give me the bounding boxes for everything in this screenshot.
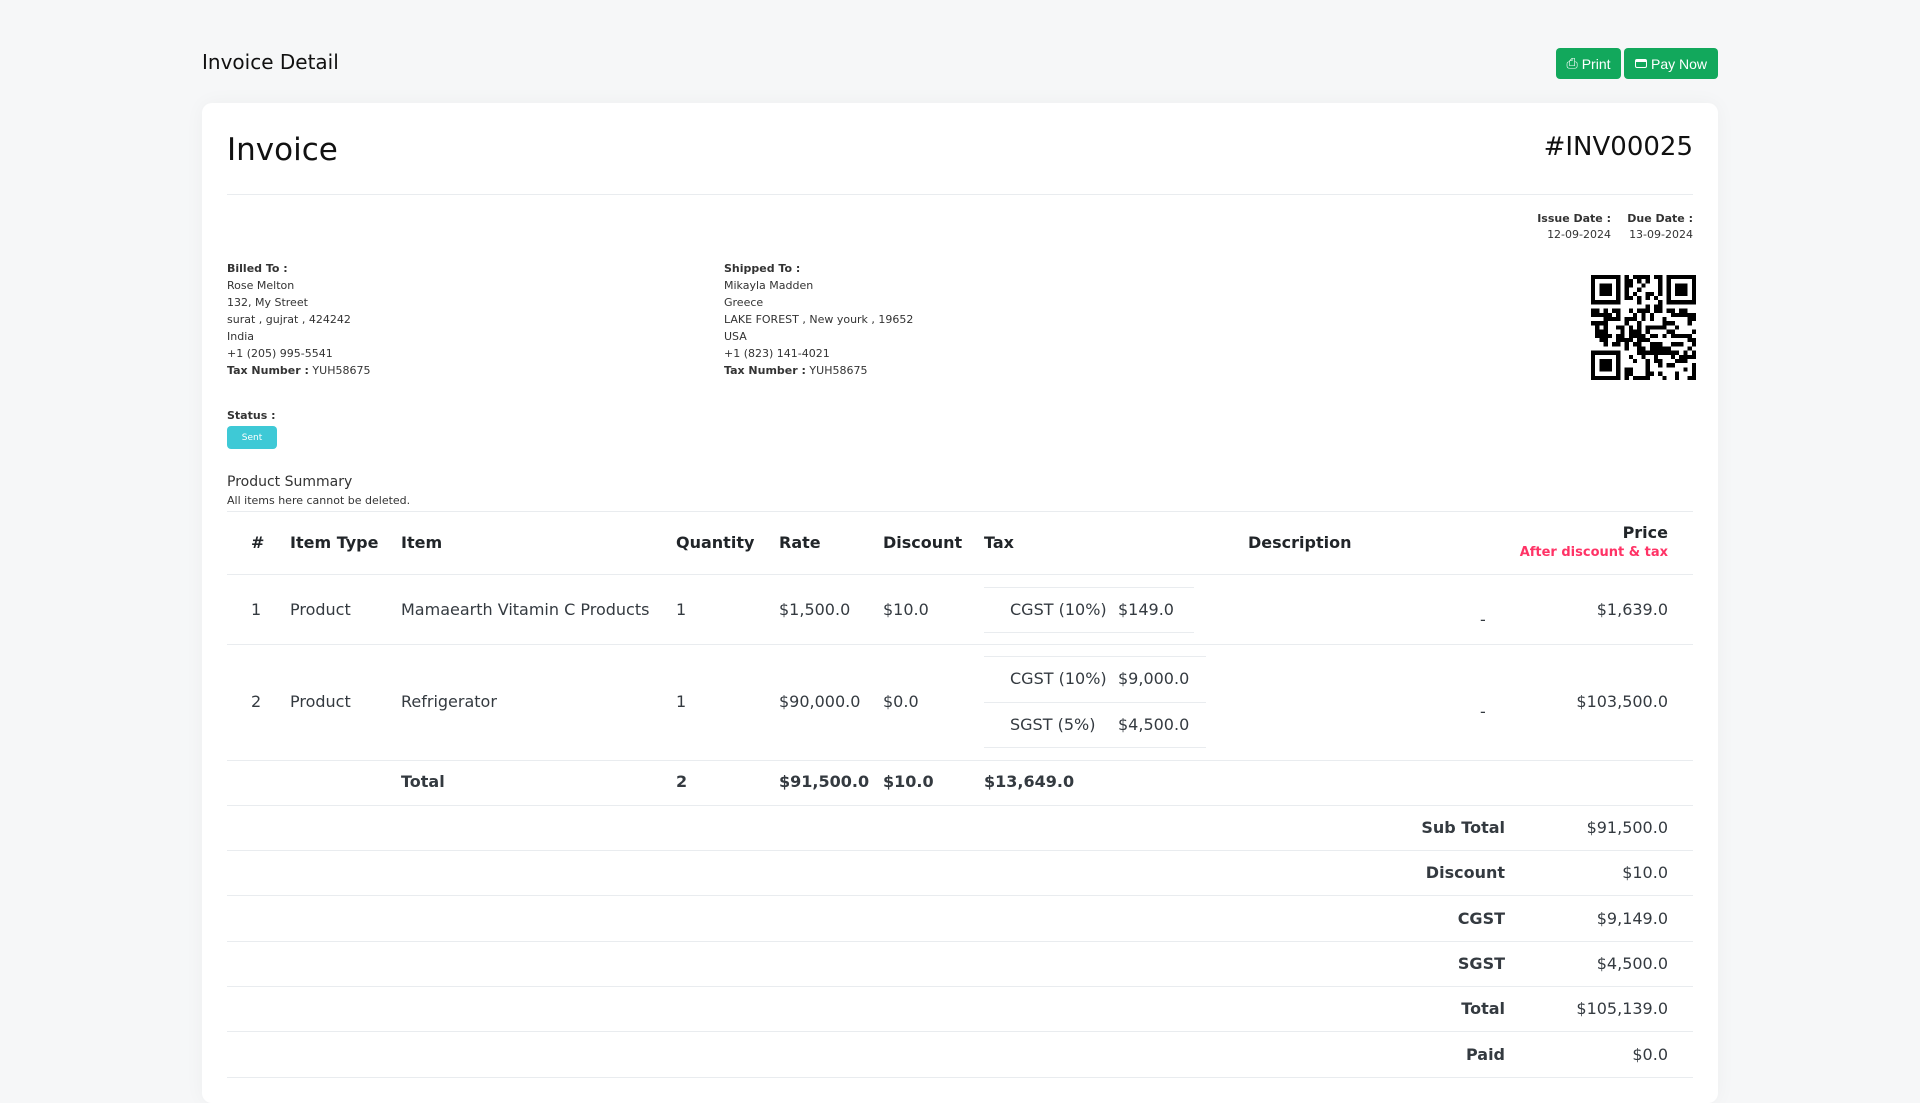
col-price: Price xyxy=(1622,523,1668,542)
credit-card-icon xyxy=(1634,59,1647,68)
shipped-city: LAKE FOREST , New yourk , 19652 xyxy=(724,313,914,326)
total-tax: $13,649.0 xyxy=(984,772,1075,791)
row-description: - xyxy=(1480,702,1486,721)
tax-amount: $149.0 xyxy=(1118,600,1174,619)
billed-tax-label: Tax Number : xyxy=(227,364,309,377)
pay-now-button[interactable]: Pay Now xyxy=(1624,48,1718,79)
summary-label: Discount xyxy=(1425,863,1505,883)
due-date: 13-09-2024 xyxy=(1629,228,1693,241)
tax-name: CGST (10%) xyxy=(1010,669,1107,688)
shipped-country: USA xyxy=(724,330,747,343)
summary-label: CGST xyxy=(1457,908,1505,928)
pay-now-label: Pay Now xyxy=(1650,55,1708,72)
total-rate: $91,500.0 xyxy=(779,772,870,791)
billed-tax: YUH58675 xyxy=(312,364,371,377)
billed-to: Billed To : Rose Melton 132, My Street s… xyxy=(227,260,370,379)
invoice-card xyxy=(202,103,1718,1103)
summary-value: $105,139.0 xyxy=(1576,999,1668,1019)
summary-label: Sub Total xyxy=(1421,818,1505,837)
billed-phone: +1 (205) 995-5541 xyxy=(227,347,333,360)
tax-name: CGST (10%) xyxy=(1010,600,1107,619)
shipped-to: Shipped To : Mikayla Madden Greece LAKE … xyxy=(724,260,913,379)
print-button[interactable]: ⎙ Print xyxy=(1556,48,1621,79)
shipped-to-label: Shipped To : xyxy=(724,262,801,275)
col-quantity: Quantity xyxy=(676,533,755,552)
billed-country: India xyxy=(227,330,254,343)
col-description: Description xyxy=(1248,533,1352,552)
col-num: # xyxy=(251,533,265,552)
row-discount: $10.0 xyxy=(883,600,929,619)
shipped-tax-label: Tax Number : xyxy=(724,364,806,377)
status-label: Status : xyxy=(227,409,276,422)
summary-value: $4,500.0 xyxy=(1596,953,1668,973)
invoice-heading: Invoice xyxy=(227,132,338,168)
summary-value: $10.0 xyxy=(1622,863,1668,883)
product-summary-subtitle: All items here cannot be deleted. xyxy=(227,494,411,507)
qr-code xyxy=(1591,275,1696,380)
row-item: Mamaearth Vitamin C Products xyxy=(401,600,650,619)
summary-value: $0.0 xyxy=(1632,1044,1668,1064)
col-item: Item xyxy=(401,533,443,552)
billed-city: surat , gujrat , 424242 xyxy=(227,313,351,326)
tax-amount: $9,000.0 xyxy=(1118,669,1190,688)
shipped-phone: +1 (823) 141-4021 xyxy=(724,347,830,360)
summary-value: $91,500.0 xyxy=(1586,818,1668,837)
tax-amount: $4,500.0 xyxy=(1118,715,1190,734)
product-summary-title: Product Summary xyxy=(227,474,353,490)
row-discount: $0.0 xyxy=(883,692,919,711)
row-type: Product xyxy=(290,692,351,711)
tax-name: SGST (5%) xyxy=(1010,715,1096,734)
status-badge: Sent xyxy=(227,426,277,449)
summary-label: Total xyxy=(1461,999,1505,1019)
billed-name: Rose Melton xyxy=(227,279,295,292)
row-type: Product xyxy=(290,600,351,619)
row-description: - xyxy=(1480,610,1486,629)
billed-street: 132, My Street xyxy=(227,296,308,309)
total-qty: 2 xyxy=(676,772,688,791)
price-note: After discount & tax xyxy=(1519,545,1668,560)
shipped-name: Mikayla Madden xyxy=(724,279,814,292)
row-qty: 1 xyxy=(676,692,687,711)
printer-icon: ⎙ xyxy=(1566,55,1578,71)
row-rate: $1,500.0 xyxy=(779,600,851,619)
col-tax: Tax xyxy=(984,533,1014,552)
total-discount: $10.0 xyxy=(883,772,934,791)
row-price: $103,500.0 xyxy=(1576,692,1668,711)
row-item: Refrigerator xyxy=(401,692,497,711)
invoice-number: #INV00025 xyxy=(1543,132,1693,162)
billed-to-label: Billed To : xyxy=(227,262,288,275)
summary-label: Paid xyxy=(1465,1044,1505,1064)
summary-value: $9,149.0 xyxy=(1596,908,1668,928)
summary-label: SGST xyxy=(1457,953,1505,973)
row-num: 1 xyxy=(251,600,262,619)
divider xyxy=(227,194,1693,195)
issue-date-label: Issue Date : xyxy=(1537,212,1611,225)
due-date-label: Due Date : xyxy=(1627,212,1693,225)
row-rate: $90,000.0 xyxy=(779,692,861,711)
col-rate: Rate xyxy=(779,533,821,552)
print-label: Print xyxy=(1581,55,1611,72)
col-discount: Discount xyxy=(883,533,963,552)
shipped-street: Greece xyxy=(724,296,764,309)
total-label: Total xyxy=(401,772,445,791)
shipped-tax: YUH58675 xyxy=(809,364,868,377)
row-num: 2 xyxy=(251,692,262,711)
issue-date: 12-09-2024 xyxy=(1547,228,1611,241)
row-qty: 1 xyxy=(676,600,687,619)
page-title: Invoice Detail xyxy=(202,50,339,74)
row-price: $1,639.0 xyxy=(1596,600,1668,619)
col-item-type: Item Type xyxy=(290,533,379,552)
